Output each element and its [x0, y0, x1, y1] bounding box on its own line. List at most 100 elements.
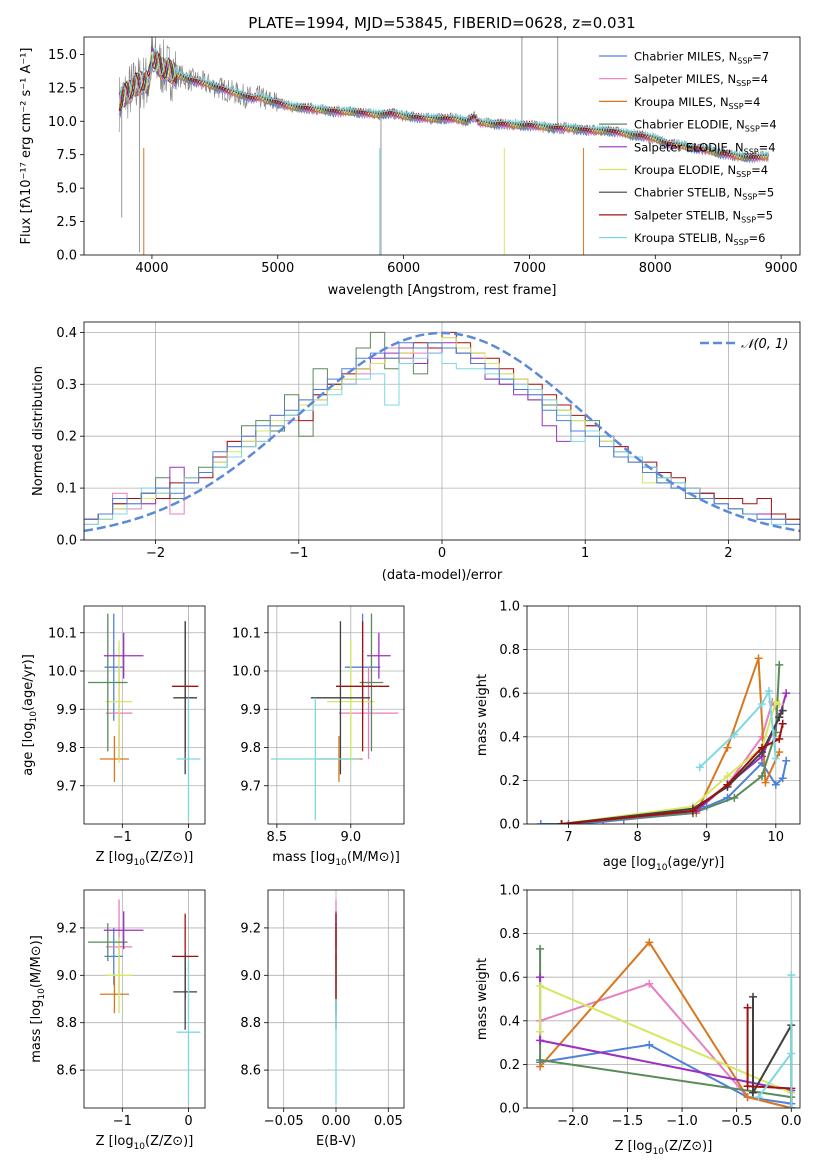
mass-vs-z-xlabel-sub: 10	[134, 1142, 146, 1152]
plus-marker	[761, 778, 770, 787]
weight-line	[561, 664, 781, 824]
spectrum-plot	[118, 37, 769, 255]
plus-marker	[536, 1036, 545, 1045]
x-tick-label: −1.0	[666, 1114, 698, 1129]
age-vs-mass-xlabel-main: mass [log	[272, 850, 335, 865]
legend-label-tail: =4	[751, 72, 768, 86]
legend-label-main: Kroupa MILES, N	[634, 95, 729, 109]
errorbar-point	[359, 613, 384, 752]
plus-marker	[775, 734, 784, 743]
weight-vs-age-xlabel: age [log10(age/yr)]	[603, 855, 725, 873]
y-tick-label: 0.4	[56, 326, 77, 341]
legend-label: Chabrier ELODIE, NSSP=4	[634, 118, 777, 134]
age-vs-mass-frame	[267, 605, 405, 825]
plus-marker	[771, 780, 780, 789]
legend-label: Kroupa ELODIE, NSSP=4	[634, 163, 768, 179]
y-tick-label: 0.8	[499, 643, 520, 658]
y-tick-label: 8.6	[240, 1064, 261, 1079]
plus-marker	[723, 780, 732, 789]
age-vs-mass-plot	[270, 613, 399, 821]
plus-marker	[757, 700, 766, 709]
errorbar-point	[338, 667, 399, 759]
legend-label-sub: SSP	[741, 215, 756, 224]
x-tick-label: −2.0	[557, 1114, 589, 1129]
figure-panels: 4000 5000 6000 7000 8000 90000.02.55.07.510.0…	[19, 14, 802, 1157]
model-line	[118, 50, 769, 159]
legend-label-tail: =7	[752, 50, 769, 64]
residual-histogram	[84, 342, 800, 540]
mass-vs-z-frame	[83, 889, 206, 1109]
plus-marker	[723, 772, 732, 781]
errorbar-point	[173, 953, 198, 1030]
legend-label-sub: SSP	[742, 193, 757, 202]
legend-label-tail: =6	[749, 231, 766, 245]
y-tick-label: 9.2	[56, 921, 77, 936]
x-tick-label: 2	[724, 546, 732, 561]
weight-vs-age-xlabel-main: age [log	[603, 855, 656, 870]
y-tick-label: 10.0	[232, 665, 261, 680]
x-tick-label: −1	[113, 830, 132, 845]
plus-marker	[743, 1003, 752, 1012]
plus-marker	[723, 743, 732, 752]
legend-label: Chabrier STELIB, NSSP=5	[634, 186, 774, 202]
plus-marker	[536, 1027, 545, 1036]
plus-marker	[782, 689, 791, 698]
x-tick-label: 0.05	[374, 1114, 403, 1129]
y-tick-label: 9.9	[56, 703, 77, 718]
plus-marker	[536, 820, 545, 824]
legend-label: Salpeter MILES, NSSP=4	[634, 72, 768, 88]
mass-vs-ebv-frame	[267, 889, 405, 1109]
legend-label: Kroupa MILES, NSSP=4	[634, 95, 760, 111]
x-tick-label: −1.5	[612, 1114, 644, 1129]
plus-marker	[688, 806, 697, 815]
y-tick-label: 9.0	[56, 969, 77, 984]
x-tick-label: 4000	[135, 261, 168, 276]
age-vs-z-xlabel: Z [log10(Z/Z⊙)]	[96, 850, 194, 868]
y-tick-label: 0.2	[56, 430, 77, 445]
spectrum-ylabel: Flux [fλ10⁻¹⁷ erg cm⁻² s⁻¹ A⁻¹]	[19, 48, 34, 245]
weight-vs-z-plot	[536, 938, 796, 1108]
plus-marker	[771, 754, 780, 763]
legend-label-main: Kroupa STELIB, N	[634, 231, 734, 245]
errorbar-point	[327, 640, 375, 763]
x-tick-label: 9000	[765, 261, 798, 276]
errorbar-point	[99, 975, 129, 1014]
errorbar-point	[105, 937, 133, 1014]
x-tick-label: 7	[564, 830, 572, 845]
legend-label: Kroupa STELIB, NSSP=6	[634, 231, 765, 247]
age-vs-mass-xlabel-tail: (M/M⊙)]	[347, 850, 400, 865]
legend-label-tail: =4	[760, 118, 777, 132]
plus-marker	[775, 713, 784, 722]
x-tick-label: 7000	[513, 261, 546, 276]
y-tick-label: 10.0	[48, 115, 77, 130]
plus-marker	[782, 756, 791, 765]
residuals-frame	[83, 321, 801, 541]
plus-marker	[787, 1104, 796, 1108]
y-tick-label: 0.0	[56, 534, 77, 549]
y-tick-label: 0.2	[499, 774, 520, 789]
y-tick-label: 15.0	[48, 48, 77, 63]
legend-label-tail: =4	[751, 163, 768, 177]
age-vs-z-xlabel-sub: 10	[134, 858, 146, 868]
x-tick-label: 0.00	[322, 1114, 351, 1129]
legend-label-main: Salpeter MILES, N	[634, 72, 736, 86]
model-line	[118, 47, 769, 158]
mass-vs-z-xlabel-tail: (Z/Z⊙)]	[145, 1134, 193, 1149]
weight-vs-z-frame	[526, 889, 801, 1109]
errorbar-point	[310, 621, 370, 775]
legend-label: Salpeter STELIB, NSSP=5	[634, 208, 773, 224]
y-tick-label: 9.8	[240, 741, 261, 756]
plus-marker	[754, 654, 763, 663]
plus-marker	[557, 820, 566, 824]
errorbar-point	[270, 697, 360, 821]
legend-label-tail: =5	[757, 186, 774, 200]
x-tick-label: −1	[289, 546, 308, 561]
legend-label-tail: =4	[759, 140, 776, 154]
plus-marker	[695, 763, 704, 772]
plus-marker	[645, 938, 654, 947]
y-tick-label: 8.8	[56, 1016, 77, 1031]
legend-label-main: Chabrier MILES, N	[634, 50, 737, 64]
plus-marker	[757, 772, 766, 781]
plus-marker	[764, 687, 773, 696]
